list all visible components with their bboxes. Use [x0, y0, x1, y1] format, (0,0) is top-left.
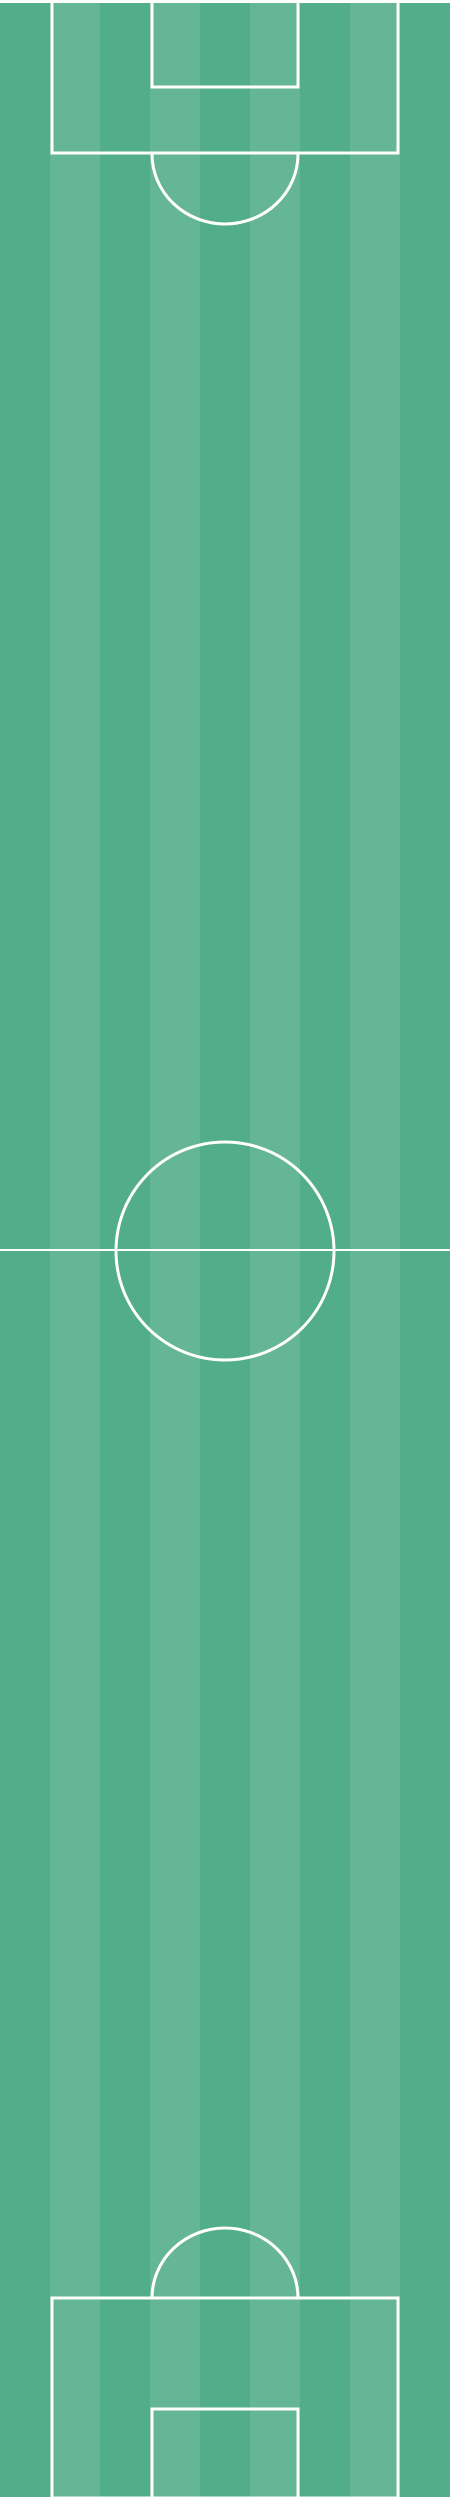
- bottom-penalty-arc: [150, 2226, 300, 2299]
- top-goal-box: [150, 0, 300, 89]
- bottom-goal-box: [150, 2407, 300, 2500]
- center-circle: [114, 1140, 336, 1362]
- top-penalty-arc: [150, 153, 300, 226]
